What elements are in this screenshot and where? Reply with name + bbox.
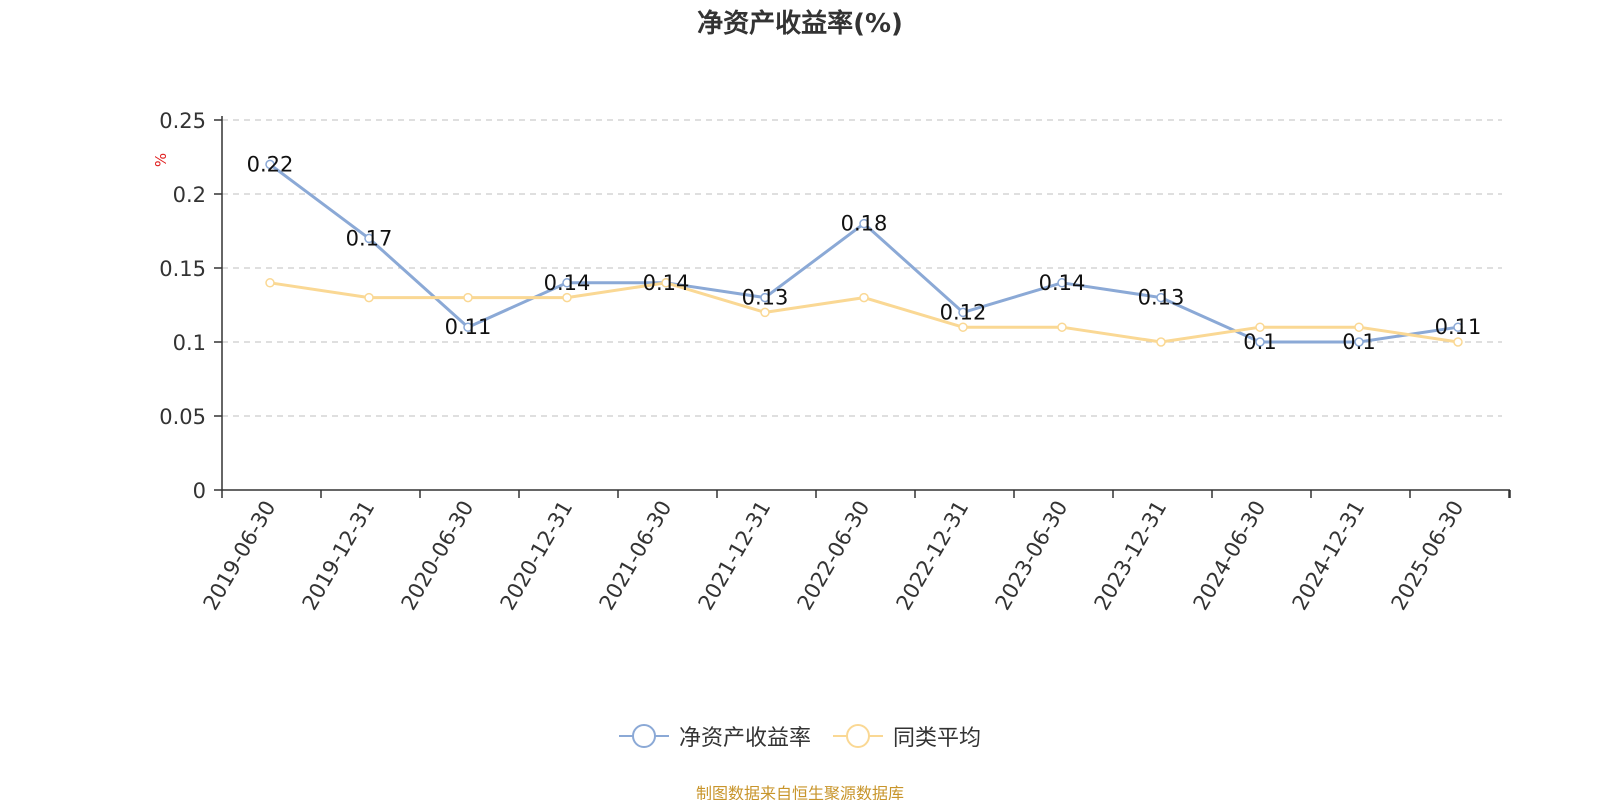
data-point [1255, 322, 1265, 332]
data-point [1156, 337, 1166, 347]
data-label: 0.11 [1435, 315, 1482, 339]
legend-symbol-roe [618, 724, 669, 748]
x-tick-label: 2022-12-31 [892, 497, 974, 615]
x-tick-label: 2019-06-30 [199, 497, 281, 615]
legend-label-roe: 净资产收益率 [678, 726, 811, 751]
x-tick-label: 2019-12-31 [298, 497, 380, 615]
chart-legend: 净资产收益率 同类平均 [0, 720, 1600, 752]
x-tick-label: 2021-06-30 [595, 497, 677, 615]
data-label: 0.17 [346, 226, 393, 250]
x-tick-label: 2022-06-30 [793, 497, 875, 615]
data-label: 0.14 [1039, 271, 1086, 295]
data-label: 0.14 [544, 271, 591, 295]
data-point [859, 292, 869, 303]
data-point [661, 278, 671, 288]
legend-dot-roe [631, 724, 656, 748]
x-tick-label: 2023-06-30 [991, 497, 1073, 615]
data-point [958, 307, 968, 318]
data-point [463, 322, 473, 332]
data-label: 0.12 [940, 300, 987, 324]
data-point [364, 233, 374, 244]
data-point [1453, 337, 1463, 347]
x-tick-label: 2020-12-31 [496, 497, 578, 615]
data-point [958, 322, 968, 332]
data-point [1255, 337, 1265, 347]
source-note: 制图数据来自恒生聚源数据库 [695, 784, 904, 800]
x-tick-label: 2025-06-30 [1387, 497, 1469, 615]
data-label: 0.1 [1342, 330, 1375, 354]
x-tick-label: 2023-12-31 [1090, 497, 1172, 615]
data-point [1057, 278, 1067, 288]
data-point [760, 292, 770, 303]
y-tick-label: 0.1 [173, 331, 206, 355]
data-label: 0.14 [643, 271, 690, 295]
data-point [562, 278, 572, 288]
data-point [265, 278, 275, 288]
data-label: 0.1 [1243, 330, 1276, 354]
data-label: 0.22 [247, 152, 294, 176]
y-tick-label: 0.15 [159, 257, 206, 281]
data-point [1453, 322, 1463, 332]
x-tick-label: 2021-12-31 [694, 497, 776, 615]
data-point [760, 307, 770, 318]
legend-symbol-peer-average [833, 724, 883, 748]
data-point [1057, 322, 1067, 332]
data-point [265, 159, 275, 170]
data-label: 0.13 [1138, 286, 1185, 310]
data-point [859, 218, 869, 229]
x-tick-label: 2024-06-30 [1189, 497, 1271, 615]
y-tick-label: 0.05 [159, 405, 206, 429]
legend-dot-peer-average [846, 724, 870, 748]
data-label: 0.18 [841, 212, 888, 236]
data-point [1354, 322, 1364, 332]
y-tick-label: 0 [193, 479, 206, 503]
y-tick-label: 0.2 [173, 183, 206, 207]
data-point [562, 292, 572, 303]
legend-item-roe[interactable]: 净资产收益率 [618, 720, 811, 752]
data-point [364, 292, 374, 303]
x-tick-label: 2024-12-31 [1288, 497, 1370, 615]
chart-title: 净资产收益率(%) [697, 9, 903, 39]
x-tick-label: 2020-06-30 [397, 497, 479, 615]
data-point [463, 292, 473, 303]
line-chart: 0 0.05 0.1 0.15 0.2 0.25% 2019-06-30 2019-12-31… [152, 109, 1511, 615]
legend-item-peer-average[interactable]: 同类平均 [833, 720, 981, 752]
data-point [1156, 292, 1166, 303]
data-label: 0.11 [445, 315, 492, 339]
data-label: 0.13 [742, 286, 789, 310]
data-point [1354, 337, 1364, 347]
y-tick-label: 0.25 [159, 109, 206, 133]
y-axis-label: % [152, 153, 170, 167]
legend-label-peer-average: 同类平均 [893, 726, 982, 751]
